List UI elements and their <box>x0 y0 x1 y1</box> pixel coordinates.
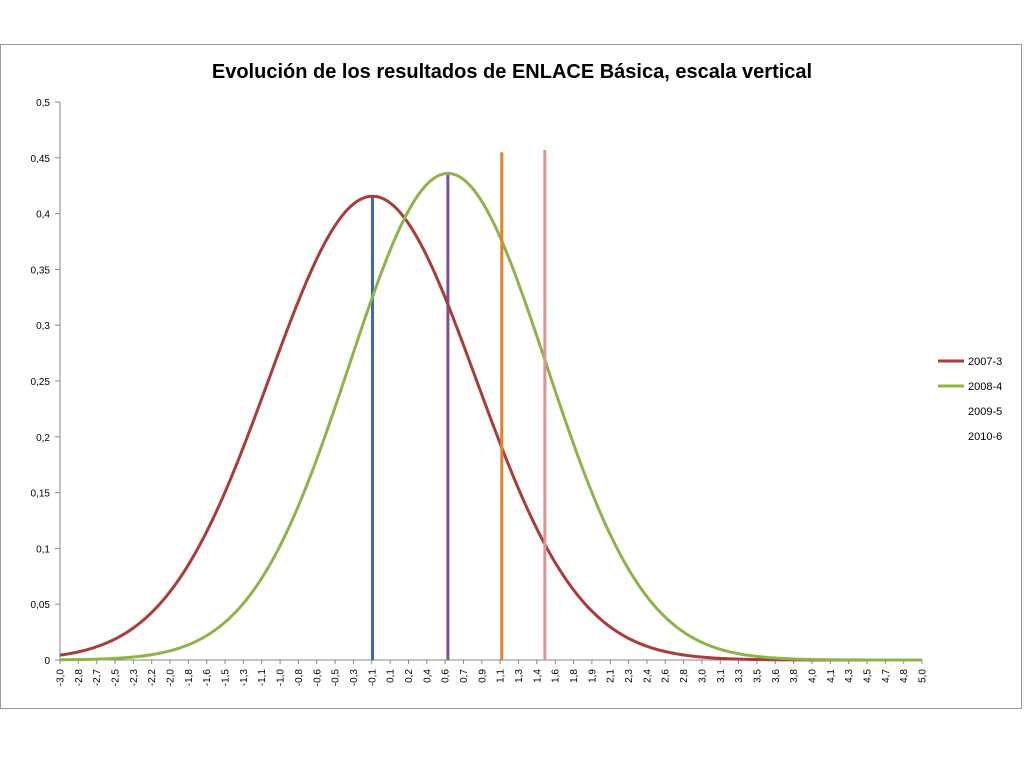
x-tick-label: -1,8 <box>184 669 195 687</box>
x-tick-label: 3,8 <box>789 669 800 683</box>
x-tick-label: 2,4 <box>642 669 653 683</box>
x-tick-label: 3,6 <box>771 669 782 683</box>
x-tick-label: 0,7 <box>459 669 470 683</box>
x-tick-label: -2,5 <box>111 669 122 687</box>
chart-frame: Evolución de los resultados de ENLACE Bá… <box>0 44 1022 709</box>
x-tick-label: -2,8 <box>74 669 85 687</box>
x-tick-label: -2,7 <box>92 669 103 687</box>
x-tick-label: 1,4 <box>532 669 543 683</box>
x-tick-label: -1,0 <box>276 669 287 687</box>
series-line-2007-3 <box>59 194 922 662</box>
legend-label: 2008-4 <box>968 381 1002 393</box>
x-tick-label: 1,3 <box>514 669 525 683</box>
x-tick-label: 4,3 <box>844 669 855 683</box>
y-tick-label: 0,5 <box>36 98 50 109</box>
legend-label: 2007-3 <box>968 356 1002 368</box>
legend-label: 2010-6 <box>968 431 1002 443</box>
x-tick-label: 3,1 <box>716 669 727 683</box>
x-tick-label: -0,3 <box>349 669 360 687</box>
x-tick-label: -0,6 <box>312 669 323 687</box>
x-tick-label: 0,4 <box>422 669 433 683</box>
x-tick-label: -2,0 <box>166 669 177 687</box>
x-tick-label: 0,6 <box>441 669 452 683</box>
x-tick-label: -1,1 <box>257 669 268 687</box>
x-tick-label: -0,8 <box>294 669 305 687</box>
x-tick-label: 4,8 <box>899 669 910 683</box>
x-tick-label: -0,5 <box>331 669 342 687</box>
x-tick-label: 3,3 <box>734 669 745 683</box>
x-tick-label: 0,9 <box>477 669 488 683</box>
legend-label: 2009-5 <box>968 406 1002 418</box>
x-tick-label: 4,1 <box>826 669 837 683</box>
chart: Evolución de los resultados de ENLACE Bá… <box>31 61 1003 686</box>
x-tick-label: 4,0 <box>807 669 818 683</box>
y-tick-label: 0,1 <box>36 544 50 555</box>
y-tick-label: 0,35 <box>31 265 51 276</box>
x-tick-label: -0,1 <box>367 669 378 687</box>
y-tick-label: 0,05 <box>31 600 51 611</box>
x-tick-label: -1,3 <box>239 669 250 687</box>
plot-area <box>59 149 923 662</box>
x-tick-label: -3,0 <box>56 669 67 687</box>
x-tick-label: 1,6 <box>551 669 562 683</box>
x-tick-label: 2,6 <box>661 669 672 683</box>
x-tick-label: 5,0 <box>918 669 929 683</box>
y-tick-label: 0,4 <box>36 210 50 221</box>
x-tick-label: 0,1 <box>386 669 397 683</box>
x-tick-label: 3,5 <box>752 669 763 683</box>
x-tick-label: -2,2 <box>147 669 158 687</box>
x-tick-label: 4,7 <box>881 669 892 683</box>
x-tick-label: 1,9 <box>587 669 598 683</box>
axes: 0 0,05 0,1 0,15 0,2 0,25 0,3 0,35 0,4 0,45 0,5 -3,0… <box>31 98 929 686</box>
x-tick-label: 2,8 <box>679 669 690 683</box>
y-tick-label: 0,25 <box>31 377 51 388</box>
y-tick-label: 0 <box>44 656 50 667</box>
x-tick-label: -2,3 <box>129 669 140 687</box>
x-tick-label: 0,2 <box>404 669 415 683</box>
x-tick-label: 1,1 <box>496 669 507 683</box>
y-tick-label: 0,3 <box>36 321 50 332</box>
legend: 2007-3 2008-4 2009-5 2010-6 <box>938 356 1002 443</box>
x-tick-label: 1,8 <box>569 669 580 683</box>
series-line-2008-4 <box>59 171 923 662</box>
x-tick-label: 3,0 <box>697 669 708 683</box>
y-tick-label: 0,2 <box>36 433 50 444</box>
x-tick-label: -1,6 <box>202 669 213 687</box>
y-tick-label: 0,45 <box>31 154 51 165</box>
x-tick-label: -1,5 <box>221 669 232 687</box>
y-tick-label: 0,15 <box>31 489 51 500</box>
x-tick-label: 2,3 <box>624 669 635 683</box>
x-tick-label: 4,5 <box>862 669 873 683</box>
chart-title: Evolución de los resultados de ENLACE Bá… <box>212 61 812 83</box>
x-tick-label: 2,1 <box>606 669 617 683</box>
